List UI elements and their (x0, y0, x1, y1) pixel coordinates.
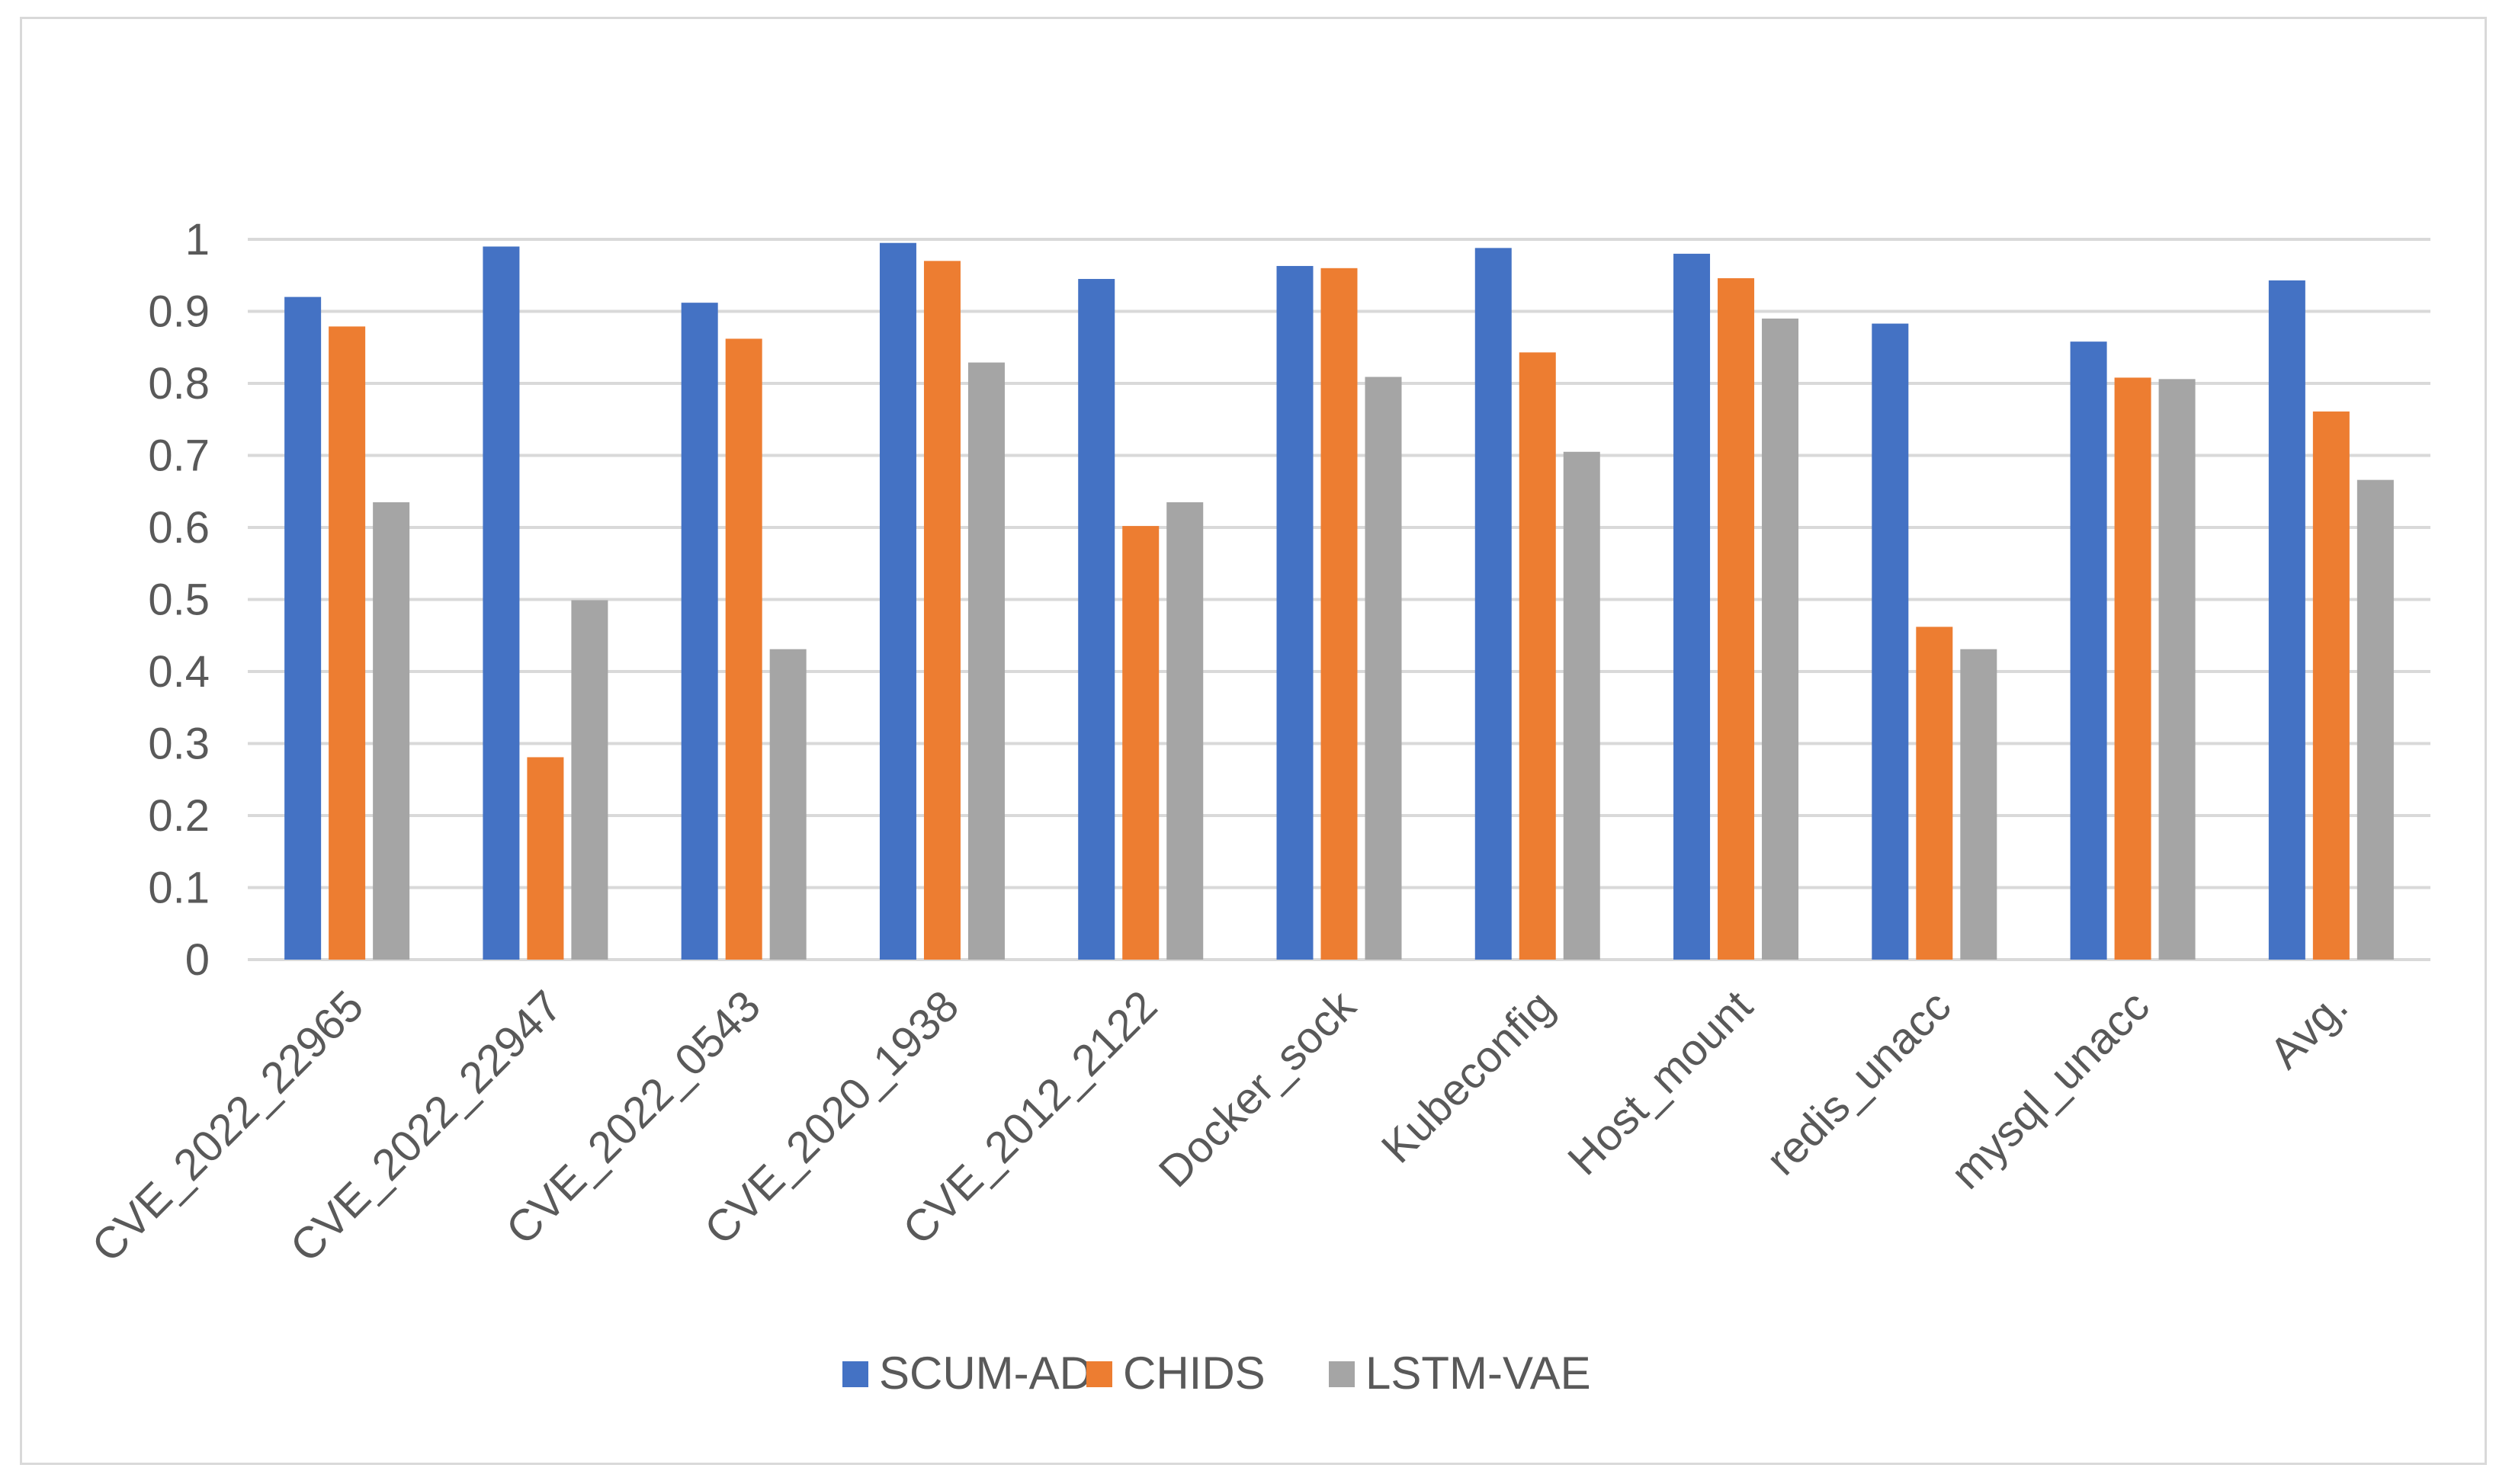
bars (284, 242, 2394, 960)
y-tick-label: 0.1 (148, 864, 210, 913)
bar-scum-ad-2 (681, 303, 718, 960)
x-tick-label: Host_mount (1558, 981, 1762, 1184)
y-tick-label: 0.6 (148, 503, 210, 553)
y-tick-label: 0.3 (148, 720, 210, 769)
bar-lstm-vae-2 (769, 649, 807, 960)
legend-label-chids: CHIDS (1123, 1348, 1266, 1399)
y-tick-label: 0.4 (148, 647, 210, 697)
bar-chids-9 (2114, 377, 2151, 960)
x-tick-label: Kubeconfig (1372, 981, 1564, 1172)
y-tick-label: 0.7 (148, 431, 210, 481)
bar-chids-4 (1122, 526, 1160, 960)
bar-lstm-vae-4 (1166, 502, 1204, 960)
bar-lstm-vae-8 (1960, 649, 1997, 960)
y-tick-label: 0.5 (148, 575, 210, 625)
bar-chids-3 (923, 261, 961, 960)
bar-scum-ad-9 (2070, 341, 2107, 960)
bar-scum-ad-3 (879, 242, 916, 960)
bar-lstm-vae-6 (1563, 451, 1600, 960)
legend-label-scum-ad: SCUM-AD (879, 1348, 1092, 1399)
x-tick-label: Avg. (2260, 981, 2357, 1078)
bar-scum-ad-4 (1078, 278, 1115, 960)
bar-chids-8 (1916, 627, 1953, 960)
legend-swatch-chids (1086, 1361, 1112, 1387)
x-tick-label: mysql_unacc (1941, 981, 2158, 1198)
legend-label-lstm-vae: LSTM-VAE (1365, 1348, 1591, 1399)
legend-swatch-scum-ad (842, 1361, 868, 1387)
bar-lstm-vae-7 (1762, 318, 1799, 960)
bar-lstm-vae-10 (2356, 479, 2394, 960)
x-tick-label: Docker_sock (1150, 981, 1366, 1197)
bar-lstm-vae-0 (373, 502, 410, 960)
bar-scum-ad-7 (1673, 253, 1711, 960)
y-tick-label: 1 (185, 215, 210, 264)
bar-chids-6 (1519, 352, 1556, 960)
bar-scum-ad-0 (284, 296, 322, 960)
y-tick-label: 0.2 (148, 791, 210, 841)
bar-scum-ad-5 (1276, 265, 1314, 960)
bar-scum-ad-1 (483, 246, 520, 960)
y-axis-ticks: 0 0.1 0.2 0.3 0.4 0.5 0.6 0.7 0.8 0.9 1 (148, 215, 210, 985)
bar-lstm-vae-1 (571, 600, 608, 960)
bar-chids-0 (329, 326, 366, 960)
bar-chids-1 (527, 757, 564, 960)
y-tick-label: 0.8 (148, 359, 210, 409)
bar-lstm-vae-3 (967, 362, 1005, 960)
legend: SCUM-AD CHIDS LSTM-VAE (842, 1348, 1591, 1399)
y-tick-label: 0.9 (148, 287, 210, 337)
bar-lstm-vae-9 (2158, 379, 2196, 960)
bar-chids-2 (725, 338, 762, 960)
legend-swatch-lstm-vae (1329, 1361, 1355, 1387)
bar-scum-ad-8 (1872, 323, 1909, 960)
x-tick-label: redis_unacc (1756, 981, 1960, 1184)
bar-chids-10 (2312, 411, 2350, 960)
bar-lstm-vae-5 (1365, 377, 1402, 960)
bar-chids-7 (1718, 278, 1755, 960)
x-axis-labels: CVE_2022_22965CVE_2022_22947CVE_2022_054… (82, 981, 2357, 1272)
bar-scum-ad-10 (2268, 280, 2305, 960)
y-tick-label: 0 (185, 935, 210, 985)
bar-scum-ad-6 (1474, 248, 1512, 960)
bar-chids-5 (1320, 268, 1358, 960)
